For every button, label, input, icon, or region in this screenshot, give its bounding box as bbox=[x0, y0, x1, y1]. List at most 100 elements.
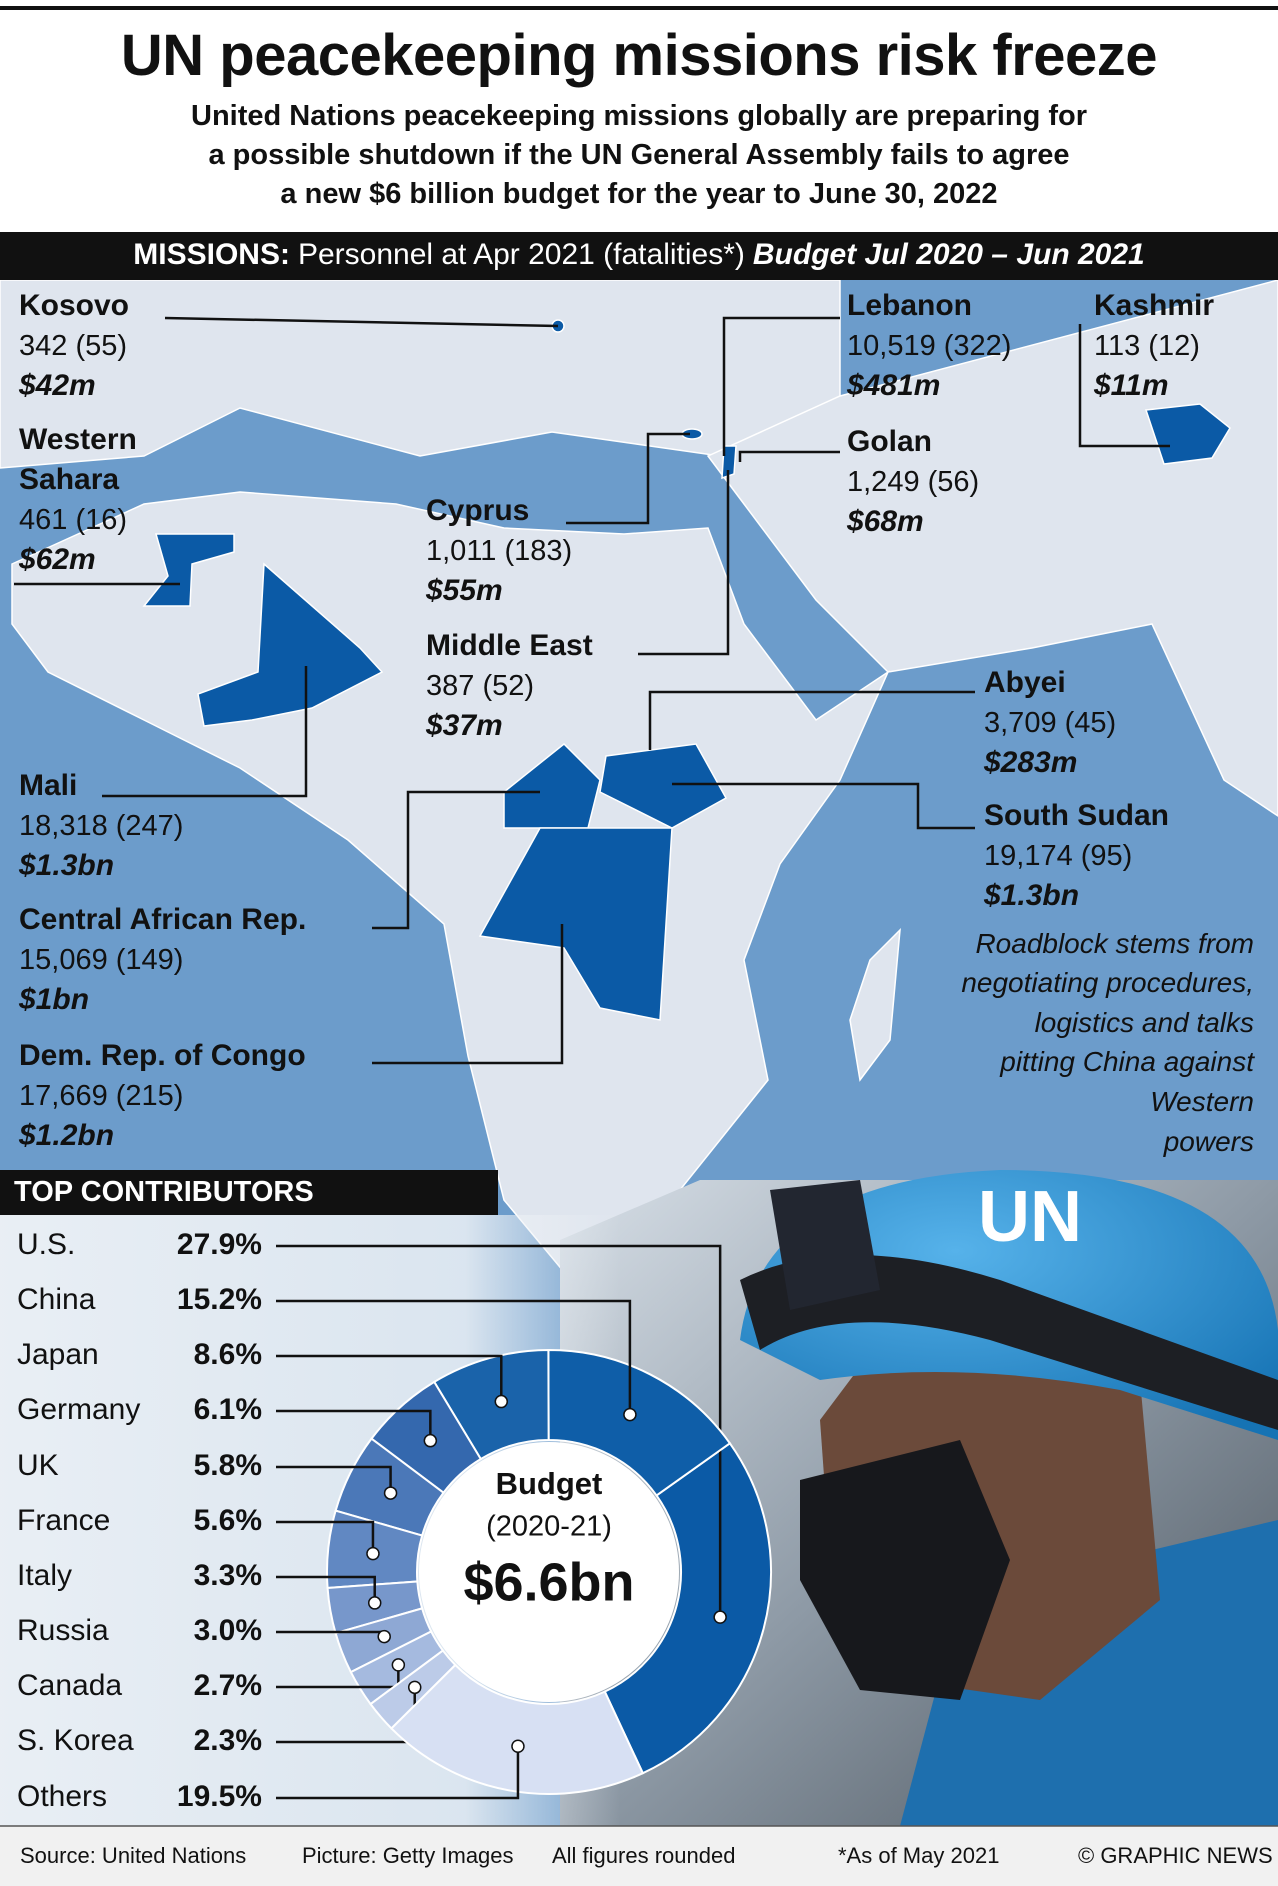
contributor-leader bbox=[276, 1520, 375, 1554]
leader-dot bbox=[367, 1596, 382, 1610]
mission-budget: $1.2bn bbox=[19, 1119, 115, 1152]
contributor-leader bbox=[276, 1299, 632, 1415]
mission-personnel: 113 (12) bbox=[1094, 330, 1200, 362]
contributor-value: 8.6% bbox=[193, 1338, 262, 1371]
donut: Budget (2020-21) $6.6bn bbox=[276, 1244, 772, 1800]
note-line: Western bbox=[1150, 1086, 1254, 1117]
mission-label: Kashmir 113 (12) $11m bbox=[1094, 286, 1214, 406]
footer-rounding: All figures rounded bbox=[552, 1843, 736, 1868]
center-value: $6.6bn bbox=[463, 1552, 634, 1612]
mission-label: Mali 18,318 (247) $1.3bn bbox=[19, 766, 183, 886]
photo bbox=[560, 1170, 1278, 1826]
mission-personnel: 15,069 (149) bbox=[19, 944, 184, 976]
mission-name: Kashmir bbox=[1094, 289, 1215, 322]
contributor-value: 5.8% bbox=[193, 1449, 262, 1482]
mission-budget: $42m bbox=[19, 369, 96, 402]
note-line: negotiating procedures, bbox=[961, 967, 1254, 998]
contributor-leader bbox=[276, 1244, 722, 1618]
contributor-name: Italy bbox=[17, 1559, 73, 1592]
mission-name: Mali bbox=[19, 769, 78, 802]
asia bbox=[706, 279, 1278, 817]
mission-label: South Sudan 19,174 (95) $1.3bn bbox=[984, 796, 1169, 916]
contributor-leader bbox=[276, 1354, 503, 1402]
mission-personnel: 10,519 (322) bbox=[847, 330, 1012, 362]
footer-source: Source: United Nations bbox=[20, 1843, 247, 1868]
mission-name: Western Sahara bbox=[19, 423, 137, 496]
contributor-value: 15.2% bbox=[176, 1283, 262, 1316]
footer-picture: Picture: Getty Images bbox=[302, 1843, 514, 1868]
mission-label: Abyei 3,709 (45) $283m bbox=[984, 663, 1116, 783]
mission-label: Cyprus 1,011 (183) $55m bbox=[426, 491, 572, 611]
subtitle: United Nations peacekeeping missions glo… bbox=[191, 100, 1087, 132]
mission-budget: $1bn bbox=[19, 983, 90, 1016]
mission-budget: $55m bbox=[426, 574, 503, 607]
contributor-value: 19.5% bbox=[176, 1780, 262, 1813]
contributor-leader bbox=[276, 1409, 432, 1441]
mission-personnel: 3,709 (45) bbox=[984, 707, 1117, 739]
contributor-name: S. Korea bbox=[17, 1724, 134, 1757]
leader-dot bbox=[623, 1407, 637, 1422]
leader-line bbox=[738, 450, 840, 462]
mission-name: Kosovo bbox=[19, 289, 130, 322]
leader-dot bbox=[511, 1739, 525, 1754]
note-line: powers bbox=[1163, 1126, 1254, 1157]
contributor-value: 2.3% bbox=[193, 1724, 262, 1757]
bar-personnel: Personnel at Apr 2021 (fatalities*) bbox=[297, 238, 745, 271]
mission-name: Central African Rep. bbox=[19, 903, 307, 936]
mission-personnel: 17,669 (215) bbox=[19, 1080, 184, 1112]
mission-name: Middle East bbox=[426, 629, 593, 662]
contributor-value: 6.1% bbox=[193, 1393, 262, 1426]
area-western-sahara bbox=[142, 533, 235, 607]
leader-line bbox=[372, 790, 540, 930]
area-kashmir bbox=[1144, 403, 1231, 465]
leader-line bbox=[566, 432, 690, 525]
mission-personnel: 461 (16) bbox=[19, 504, 128, 536]
mission-budget: $1.3bn bbox=[984, 879, 1080, 912]
contributors-heading: TOP CONTRIBUTORS bbox=[14, 1176, 314, 1208]
title: UN peacekeeping missions risk freeze bbox=[120, 23, 1158, 88]
mission-label: Golan 1,249 (56) $68m bbox=[847, 422, 979, 542]
mission-areas bbox=[142, 319, 1231, 1021]
note-line: pitting China against bbox=[1000, 1046, 1254, 1077]
subtitle: a possible shutdown if the UN General As… bbox=[208, 139, 1070, 171]
missions-bar-text: MISSIONS: Personnel at Apr 2021 (fataliti… bbox=[0, 238, 1278, 272]
leader-dot bbox=[391, 1658, 406, 1672]
contributor-leader bbox=[276, 1746, 520, 1800]
mission-label: Central African Rep. 15,069 (149) $1bn bbox=[19, 900, 306, 1020]
contributor-leader bbox=[276, 1575, 376, 1603]
mission-label: Lebanon 10,519 (322) $481m bbox=[847, 286, 1011, 406]
contributor-value: 27.9% bbox=[176, 1228, 262, 1261]
footer-band bbox=[0, 1826, 1278, 1886]
mission-budget: $283m bbox=[984, 746, 1078, 779]
mission-label: Western Sahara 461 (16) $62m bbox=[19, 420, 179, 580]
bar-heading: MISSIONS: bbox=[133, 238, 290, 271]
area-south-sudan bbox=[599, 743, 728, 829]
mission-name: Lebanon bbox=[847, 289, 972, 322]
donut-segment bbox=[547, 1348, 732, 1497]
helmet-text: UN bbox=[978, 1177, 1082, 1257]
goggles bbox=[770, 1180, 880, 1310]
top-rule bbox=[0, 6, 1278, 10]
leader-line bbox=[164, 316, 559, 328]
contributor-name: U.S. bbox=[17, 1228, 76, 1261]
contributor-name: Canada bbox=[17, 1669, 123, 1702]
contributor-name: Russia bbox=[17, 1614, 109, 1647]
contributor-leader bbox=[276, 1465, 392, 1494]
center-sublabel: (2020-21) bbox=[486, 1511, 612, 1543]
subtitle: a new $6 billion budget for the year to … bbox=[280, 178, 998, 210]
mask bbox=[800, 1440, 1010, 1700]
mission-budget: $1.3bn bbox=[19, 849, 115, 882]
mission-name: Abyei bbox=[984, 666, 1066, 699]
mission-budget: $37m bbox=[426, 709, 503, 742]
goggle-strap bbox=[740, 1255, 1278, 1430]
contributor-value: 3.0% bbox=[193, 1614, 262, 1647]
mission-budget: $481m bbox=[847, 369, 941, 402]
mission-name: Golan bbox=[847, 425, 933, 458]
contributor-value: 2.7% bbox=[193, 1669, 262, 1702]
donut-segment bbox=[432, 1348, 550, 1461]
mission-personnel: 1,011 (183) bbox=[426, 535, 573, 567]
mission-label: Dem. Rep. of Congo 17,669 (215) $1.2bn bbox=[19, 1036, 306, 1156]
mission-label: Middle East 387 (52) $37m bbox=[426, 626, 593, 746]
contributor-name: Others bbox=[17, 1780, 108, 1813]
